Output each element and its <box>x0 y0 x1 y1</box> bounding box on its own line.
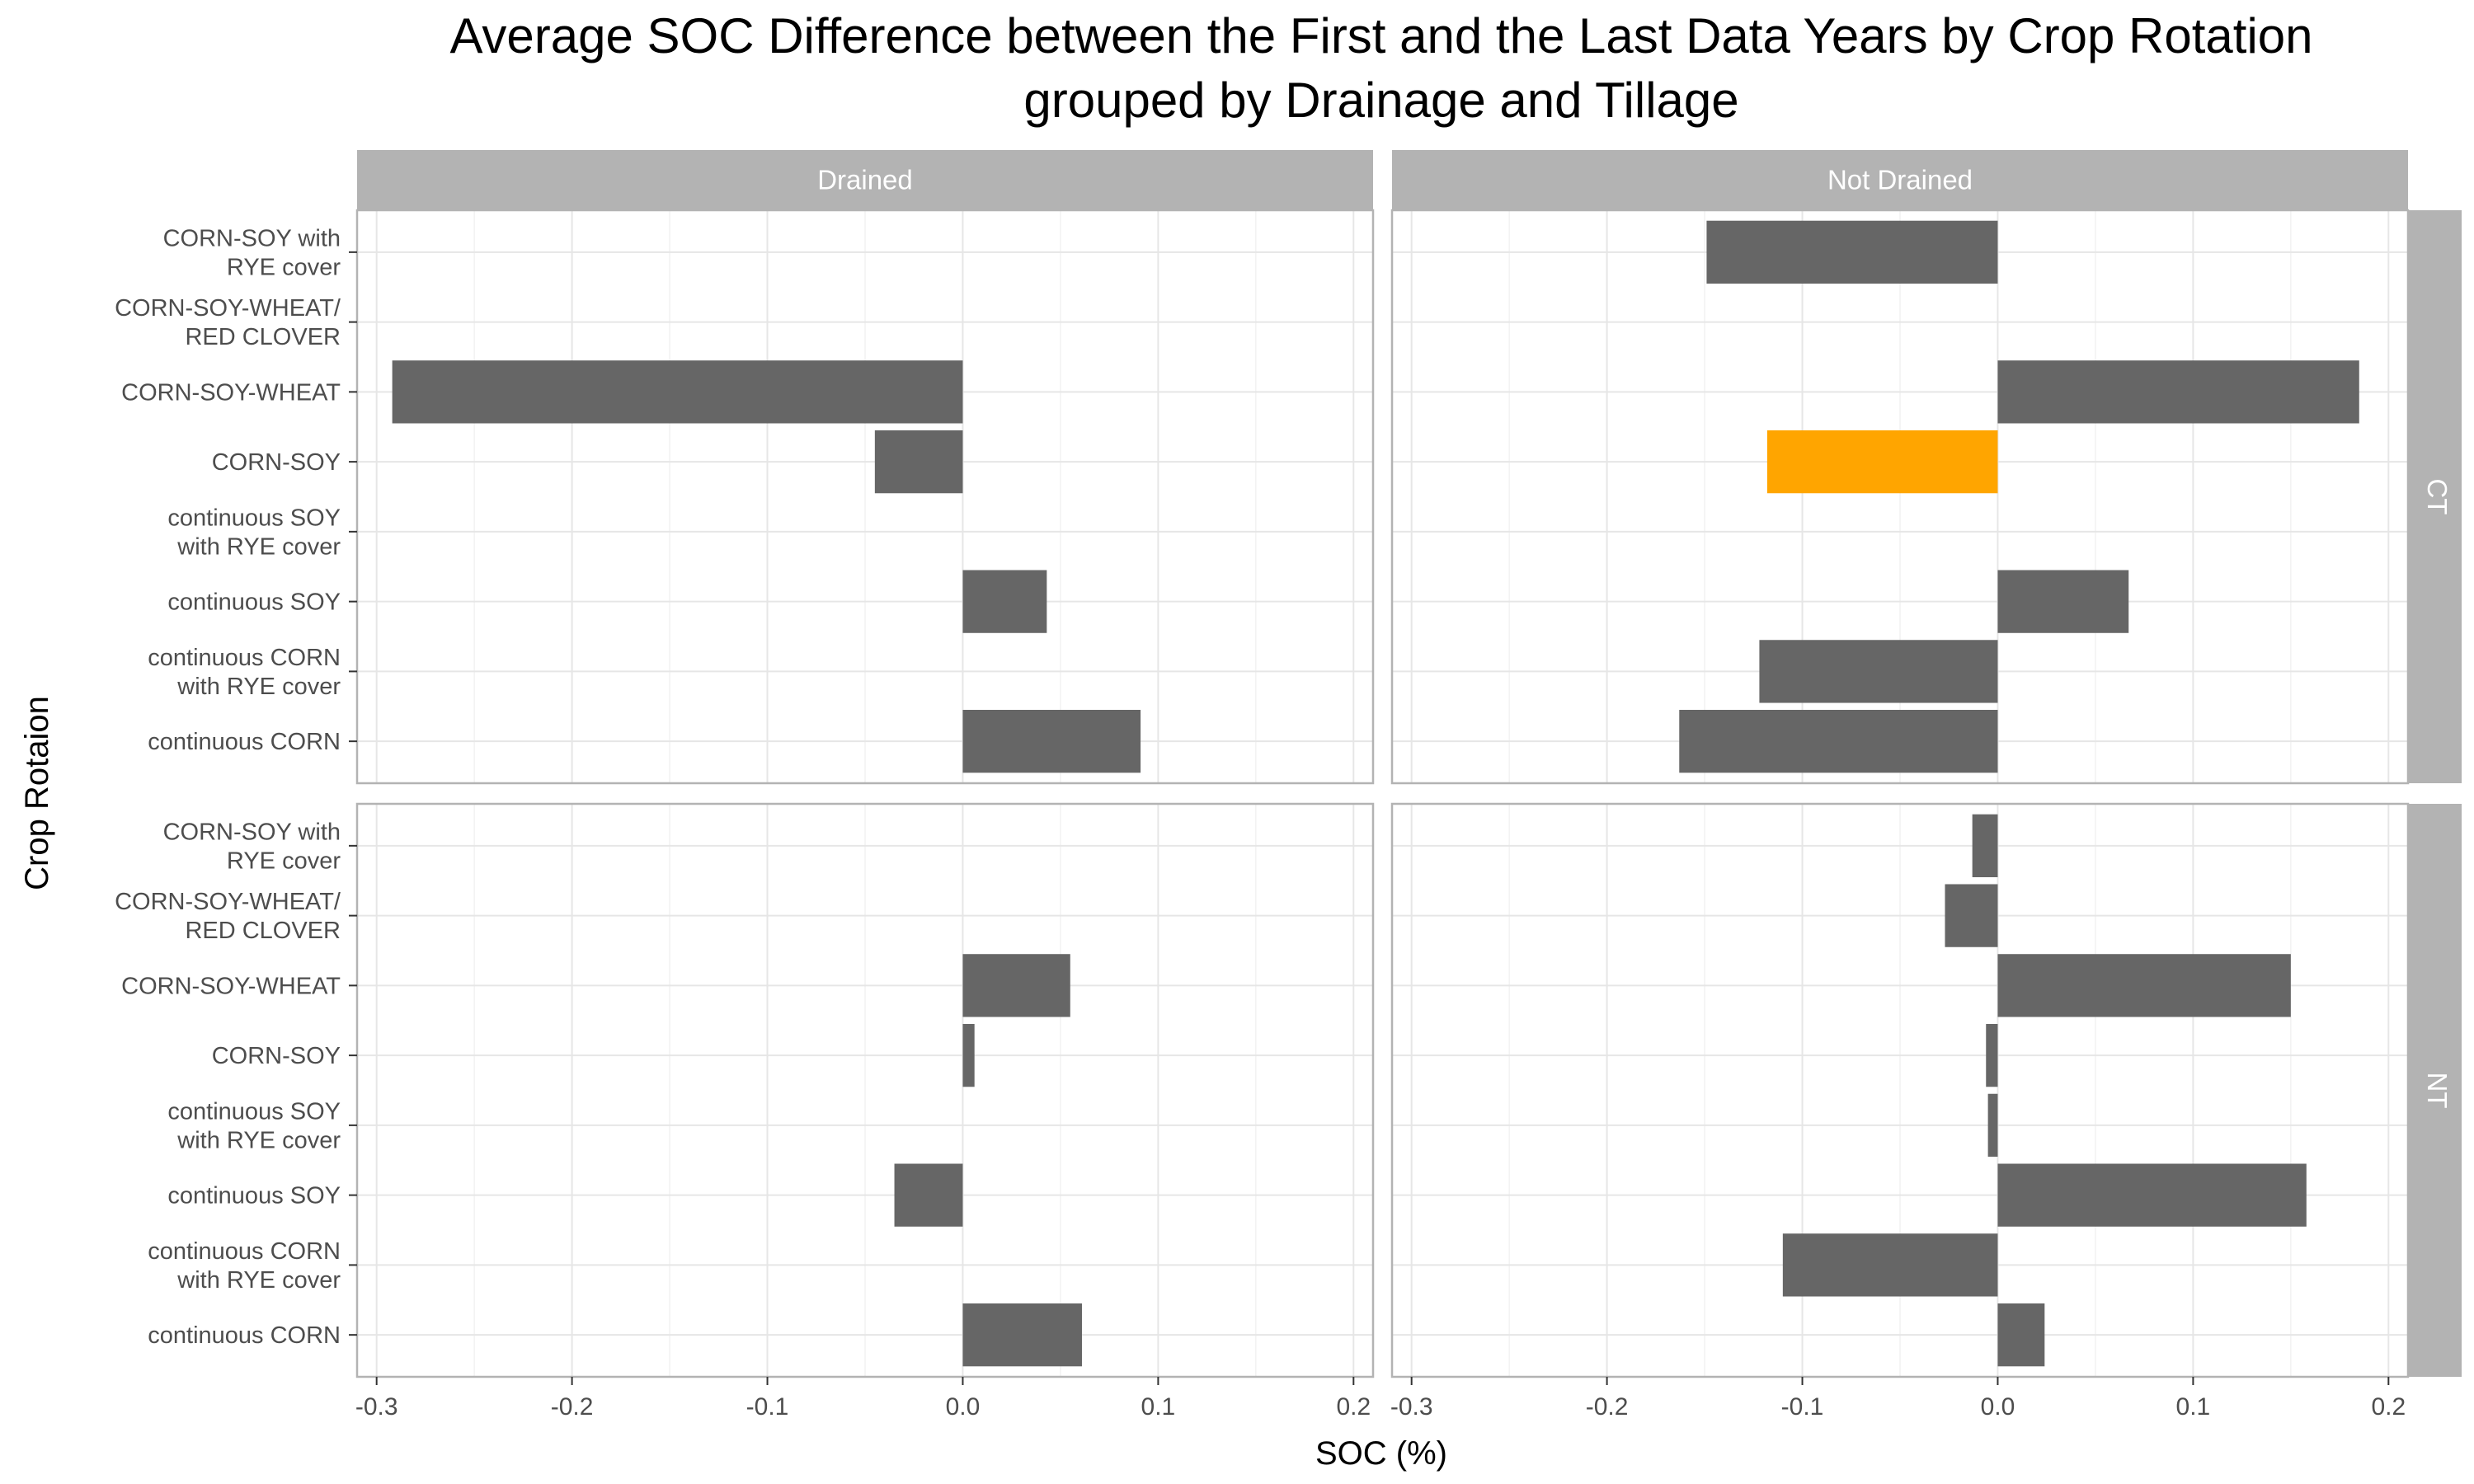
x-tick-label: 0.0 <box>946 1393 981 1421</box>
bar <box>1997 570 2129 633</box>
bar <box>1679 710 1998 773</box>
category-label: continuous CORN with RYE cover <box>148 1238 341 1294</box>
bar <box>962 1023 975 1087</box>
column-strip-label: Not Drained <box>1827 165 1973 195</box>
bar <box>1766 430 1998 494</box>
facet-panels: Drained Not Drained CT NT CORN-SOY with RYE c… <box>115 150 2462 1421</box>
chart-title: Average SOC Difference between the First… <box>449 8 2312 63</box>
bar <box>1782 1233 1998 1297</box>
row-strip-label: NT <box>2422 1073 2453 1109</box>
bar <box>962 570 1047 633</box>
bar <box>1945 884 1998 947</box>
bar <box>1986 1023 1998 1087</box>
category-label: continuous SOY with RYE cover <box>167 1098 341 1153</box>
bar <box>1997 1163 2307 1227</box>
bar <box>1759 640 1998 703</box>
bar <box>1706 220 1998 284</box>
row-strip <box>2408 210 2462 783</box>
category-label: continuous SOY with RYE cover <box>167 505 341 560</box>
facet-panel <box>1390 209 2410 785</box>
bar <box>874 430 963 494</box>
category-label: CORN-SOY <box>212 449 341 476</box>
bar <box>894 1163 963 1227</box>
column-strip-label: Drained <box>817 165 913 195</box>
facet-panel: CORN-SOY with RYE cover CORN-SOY-WHEAT/RED… <box>115 802 1375 1421</box>
x-tick-label: -0.2 <box>1586 1393 1629 1421</box>
x-tick-label: -0.3 <box>1390 1393 1433 1421</box>
column-strip <box>1392 150 2408 210</box>
bar <box>1987 1093 1998 1158</box>
category-label: continuous CORN <box>148 729 341 755</box>
bar <box>962 710 1141 773</box>
category-label: CORN-SOY-WHEAT/RED CLOVER <box>115 889 341 944</box>
x-tick-label: -0.3 <box>355 1393 398 1421</box>
category-label: CORN-SOY-WHEAT/RED CLOVER <box>115 295 341 350</box>
x-axis-title: SOC (%) <box>1315 1435 1447 1472</box>
category-label: continuous CORN with RYE cover <box>148 645 341 700</box>
panel-border <box>355 802 1375 1378</box>
category-label: continuous SOY <box>167 1183 341 1209</box>
bar <box>1997 360 2359 424</box>
x-tick-label: 0.2 <box>1336 1393 1371 1421</box>
x-tick-label: 0.2 <box>2371 1393 2406 1421</box>
bar <box>1997 954 2291 1017</box>
category-label: CORN-SOY-WHEAT <box>121 379 341 406</box>
facet-panel: CORN-SOY with RYE cover CORN-SOY-WHEAT/RED… <box>115 209 1375 785</box>
category-label: CORN-SOY <box>212 1043 341 1069</box>
category-label: CORN-SOY-WHEAT <box>121 973 341 999</box>
facet-panel: -0.3 -0.2 -0.1 0.0 0.1 0.2 <box>1390 802 2410 1421</box>
x-tick-label: -0.2 <box>551 1393 594 1421</box>
bar <box>392 360 963 424</box>
x-tick-label: 0.1 <box>1141 1393 1176 1421</box>
bar <box>1972 814 1998 877</box>
x-tick-label: 0.1 <box>2176 1393 2211 1421</box>
row-strip-label: CT <box>2422 479 2453 515</box>
y-axis-title: Crop Rotaion <box>19 696 55 890</box>
category-label: CORN-SOY with RYE cover <box>163 225 341 280</box>
x-tick-label: -0.1 <box>1781 1393 1824 1421</box>
bar <box>962 1303 1082 1367</box>
panel-border <box>355 209 1375 785</box>
row-strip <box>2408 804 2462 1377</box>
x-tick-label: 0.0 <box>1981 1393 2015 1421</box>
panel-border <box>1390 209 2410 785</box>
chart-subtitle: grouped by Drainage and Tillage <box>1023 73 1738 128</box>
panel-border <box>1390 802 2410 1378</box>
category-label: CORN-SOY with RYE cover <box>163 819 341 874</box>
category-label: continuous SOY <box>167 589 341 616</box>
bar <box>962 954 1070 1017</box>
category-label: continuous CORN <box>148 1322 341 1349</box>
x-tick-label: -0.1 <box>746 1393 789 1421</box>
bar <box>1997 1303 2045 1367</box>
column-strip <box>357 150 1373 210</box>
